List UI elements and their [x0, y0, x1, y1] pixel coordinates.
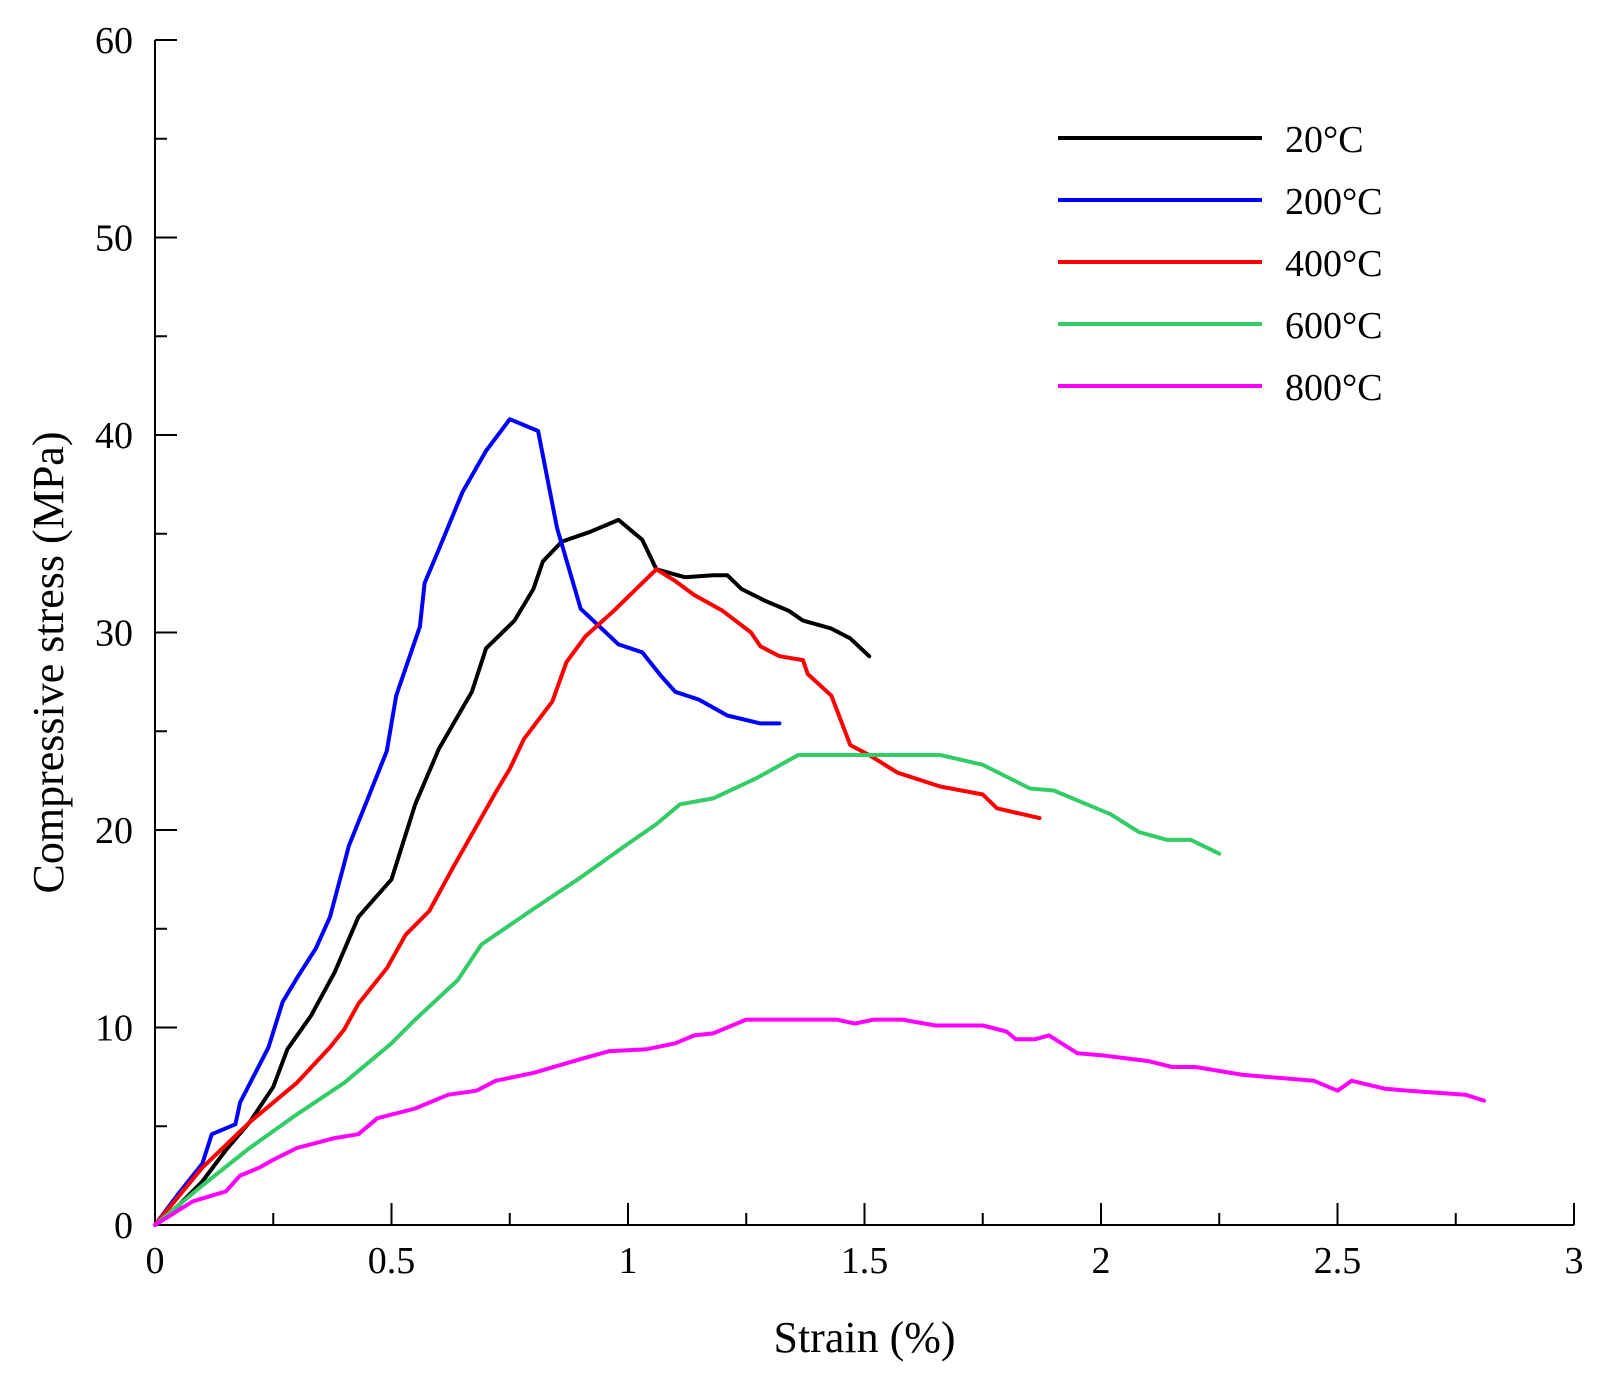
y-tick-label: 40 [95, 415, 133, 457]
y-tick-label: 0 [114, 1205, 133, 1247]
x-tick-label: 0 [146, 1240, 165, 1282]
x-tick-label: 2 [1092, 1240, 1111, 1282]
series-line-400C [153, 567, 1042, 1227]
series-line-20C [153, 517, 872, 1227]
legend-label: 800°C [1285, 367, 1383, 409]
y-axis-title: Compressive stress (MPa) [24, 432, 73, 894]
x-tick-label: 3 [1565, 1240, 1584, 1282]
data-series [153, 417, 1487, 1227]
legend-label: 200°C [1285, 181, 1383, 223]
y-tick-label: 10 [95, 1008, 133, 1050]
legend-label: 400°C [1285, 243, 1383, 285]
legend: 20°C 200°C 400°C 600°C 800°C [1058, 119, 1383, 409]
y-tick-label: 20 [95, 810, 133, 852]
x-axis-ticks: 0 0.5 1 1.5 2 2.5 3 [146, 1203, 1584, 1282]
series-line-200C [153, 417, 782, 1227]
series-line-800C [153, 1017, 1487, 1227]
x-tick-label: 1 [619, 1240, 638, 1282]
series-line-600C [153, 753, 1222, 1227]
x-tick-label: 0.5 [368, 1240, 416, 1282]
y-tick-label: 50 [95, 218, 133, 260]
x-tick-label: 1.5 [841, 1240, 889, 1282]
x-tick-label: 2.5 [1314, 1240, 1362, 1282]
y-tick-label: 60 [95, 20, 133, 62]
y-tick-label: 30 [95, 613, 133, 655]
x-axis-title: Strain (%) [773, 1313, 955, 1362]
legend-label: 20°C [1285, 119, 1364, 161]
legend-label: 600°C [1285, 305, 1383, 347]
axes: 0 0.5 1 1.5 2 2.5 3 0 10 20 30 40 50 60 [95, 20, 1584, 1282]
y-axis-ticks: 0 10 20 30 40 50 60 [95, 20, 177, 1247]
